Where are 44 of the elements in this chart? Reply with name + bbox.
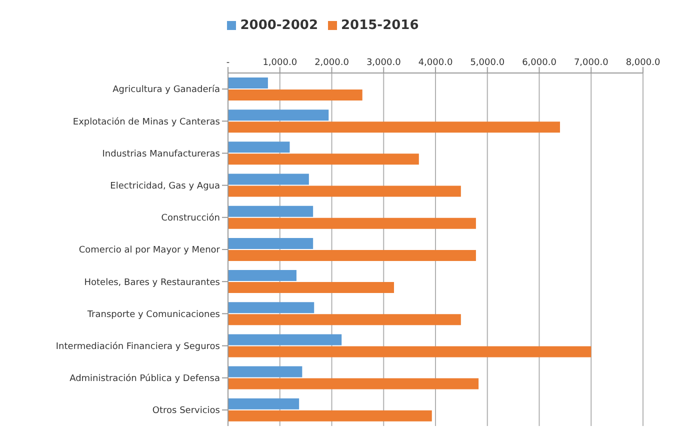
legend-label: 2000-2002 [240, 18, 318, 33]
bar [228, 186, 461, 197]
y-tick-label: Explotación de Minas y Canteras [72, 116, 220, 128]
bar [228, 174, 309, 185]
bar [228, 142, 290, 153]
bar [228, 314, 461, 326]
bar [228, 238, 314, 249]
legend-label: 2015-2016 [341, 18, 419, 33]
y-tick-label: Hoteles, Bares y Restaurantes [84, 278, 220, 288]
bar [228, 218, 476, 229]
y-tick-label: Comercio al por Mayor y Menor [78, 246, 220, 256]
bar [228, 110, 329, 121]
y-tick-label: Agricultura y Ganadería [112, 84, 220, 96]
x-tick-label: 7,000.0 [574, 58, 609, 68]
x-tick-label: - [226, 58, 230, 68]
x-tick-label: 3,000.0 [366, 58, 402, 68]
bar [228, 89, 362, 100]
bar [228, 366, 302, 378]
bar [228, 270, 296, 282]
y-tick-label: Administración Pública y Defensa [70, 373, 220, 384]
bar [228, 206, 314, 217]
bar [228, 250, 476, 261]
y-tick-label: Transporte y Comunicaciones [86, 310, 220, 320]
y-tick-label: Electricidad, Gas y Agua [110, 182, 220, 192]
y-tick-label: Intermediación Financiera y Seguros [56, 340, 220, 352]
y-tick-label: Otros Servicios [152, 406, 220, 416]
bar [228, 302, 314, 314]
x-tick-label: 4,000.0 [418, 58, 453, 68]
x-tick-label: 6,000.0 [522, 58, 557, 68]
y-tick-label: Industrias Manufactureras [102, 149, 220, 160]
bar [228, 77, 268, 88]
x-tick-label: 1,000.0 [262, 58, 298, 68]
x-tick-label: 5,000.0 [470, 58, 505, 68]
bar [228, 398, 300, 410]
bar [228, 378, 479, 390]
y-tick-label: Construcción [161, 212, 220, 224]
bar [228, 282, 394, 294]
x-tick-label: 2,000.0 [314, 58, 350, 68]
x-tick-label: 8,000.0 [626, 58, 660, 68]
bar [228, 122, 560, 133]
bar [228, 154, 419, 165]
bar [228, 346, 592, 358]
bar [228, 334, 342, 346]
bar [228, 410, 432, 422]
